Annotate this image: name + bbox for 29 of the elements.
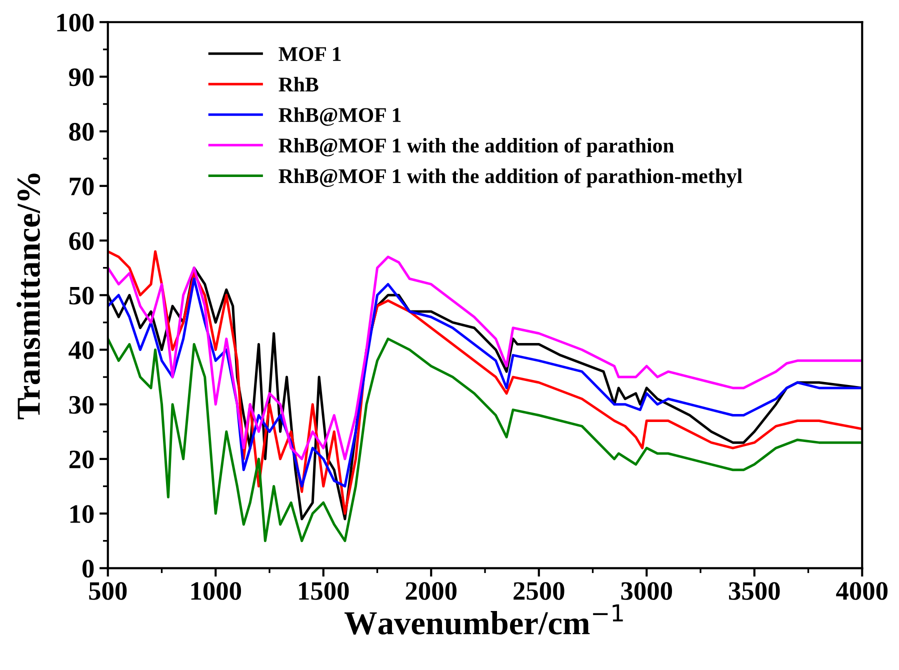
y-axis-title: Transmittance/% <box>16 174 40 420</box>
legend-label: RhB <box>278 76 318 92</box>
y-tick-label: 90 <box>69 68 94 86</box>
x-tick-label: 1000 <box>191 582 242 600</box>
y-tick-label: 70 <box>70 178 94 196</box>
x-tick-label: 500 <box>89 582 127 600</box>
line-series <box>108 256 862 460</box>
legend-label: RhB@MOF 1 with the addition of parathion <box>278 138 674 157</box>
x-axis-title: Wavenumber/cm$^{−1}$ <box>344 604 623 635</box>
legend-label: RhB@MOF 1 <box>278 107 401 126</box>
y-tick-label: 80 <box>69 122 94 141</box>
x-tick-label: 4000 <box>836 582 888 600</box>
legend-label: RhB@MOF 1 with the addition of parathion-methyl <box>278 168 742 188</box>
line-series <box>108 338 862 542</box>
x-tick-label: 2500 <box>514 582 564 600</box>
legend-label: MOF 1 <box>278 47 341 62</box>
y-tick-label: 50 <box>69 286 94 305</box>
y-tick-label: 30 <box>69 396 94 414</box>
y-tick-label: 0 <box>82 560 94 578</box>
x-tick-label: 1500 <box>299 582 349 600</box>
x-tick-label: 2000 <box>406 582 457 600</box>
y-tick-label: 60 <box>69 232 94 250</box>
line-series <box>108 278 862 488</box>
y-tick-label: 20 <box>69 450 94 468</box>
x-tick-label: 3000 <box>621 582 672 600</box>
y-tick-label: 40 <box>68 341 94 360</box>
x-tick-label: 3500 <box>728 582 780 600</box>
y-tick-label: 10 <box>70 505 94 523</box>
y-tick-label: 100 <box>57 14 94 32</box>
